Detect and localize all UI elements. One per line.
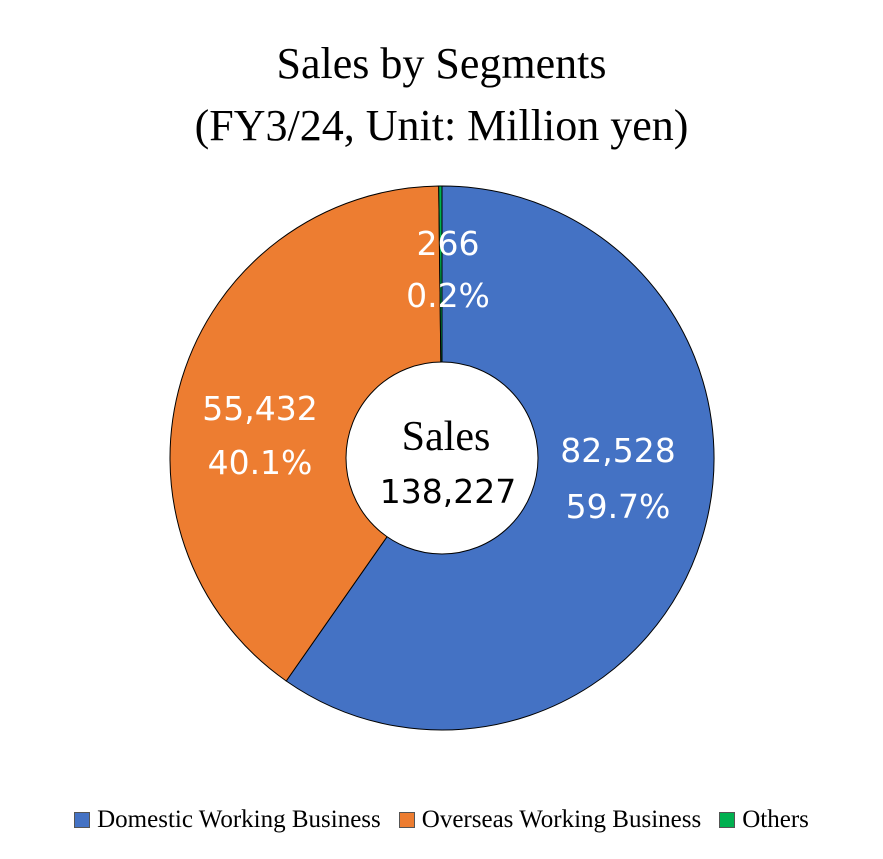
slice-percent-label-domestic: 59.7% bbox=[566, 487, 671, 526]
donut-chart: 82,528 59.7% 55,432 40.1% 266 0.2% Sales 138,… bbox=[169, 185, 715, 731]
legend-swatch-others bbox=[719, 812, 736, 828]
center-hole bbox=[345, 361, 539, 555]
chart-title-line2: (FY3/24, Unit: Million yen) bbox=[194, 101, 689, 150]
slice-value-label-domestic: 82,528 bbox=[560, 431, 675, 470]
center-value: 138,227 bbox=[380, 472, 516, 511]
legend-item-others: Others bbox=[719, 806, 809, 834]
legend-item-overseas: Overseas Working Business bbox=[398, 806, 702, 834]
slice-labels: 82,528 59.7% 55,432 40.1% 266 0.2% bbox=[202, 224, 675, 526]
slice-value-label-others: 266 bbox=[417, 224, 480, 263]
center-title: Sales bbox=[402, 414, 491, 460]
slice-overseas bbox=[169, 185, 443, 682]
legend-item-domestic: Domestic Working Business bbox=[74, 806, 381, 834]
slice-percent-label-others: 0.2% bbox=[406, 276, 490, 315]
chart-title-line1: Sales by Segments bbox=[276, 39, 607, 88]
legend-label-overseas: Overseas Working Business bbox=[421, 806, 702, 833]
slice-percent-label-overseas: 40.1% bbox=[208, 443, 313, 482]
legend: Domestic Working Business Overseas Worki… bbox=[0, 806, 883, 834]
legend-swatch-domestic bbox=[74, 812, 91, 828]
legend-label-domestic: Domestic Working Business bbox=[97, 806, 381, 833]
legend-swatch-overseas bbox=[398, 812, 415, 828]
legend-label-others: Others bbox=[742, 806, 809, 833]
slice-value-label-overseas: 55,432 bbox=[202, 389, 317, 428]
